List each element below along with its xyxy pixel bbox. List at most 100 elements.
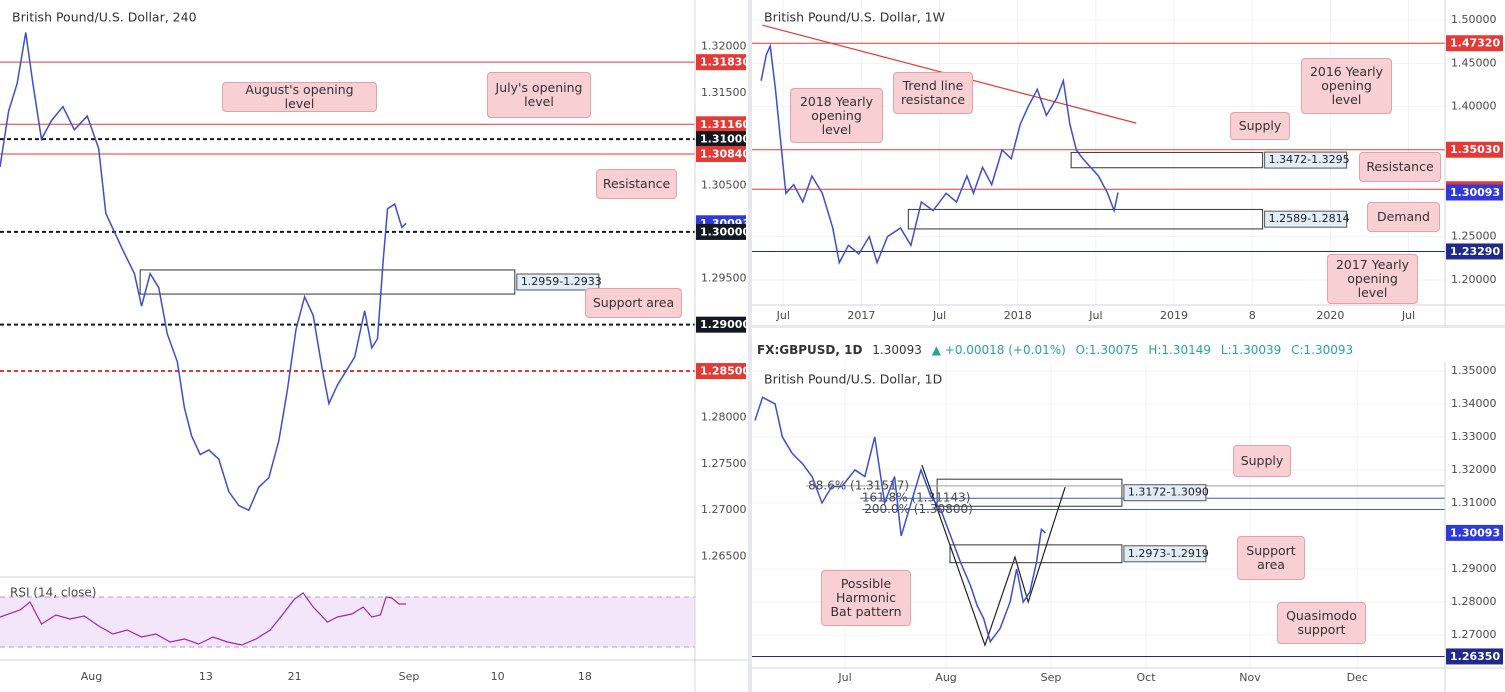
panel-divider [748,0,752,692]
x-tick-label: 2020 [1316,309,1344,322]
price-tag [1446,648,1503,665]
zone [907,208,1264,230]
fib-label: 88.6% (1.31517) [808,478,909,492]
callout: 2016 Yearly opening level [1301,58,1392,114]
y-tick-label: 1.31000 [1451,496,1497,509]
chart-panel: 1.50000 1.45000 1.40000 1.25000 1.20000 1.473… [752,0,1505,325]
price-axis [1445,0,1505,325]
callout: August's opening level [222,82,377,112]
price-tag [696,363,746,380]
x-tick-label: 2017 [847,309,875,322]
x-tick-label: 18 [578,670,592,683]
zone [936,478,1123,507]
callout: Trend line resistance [893,72,973,114]
x-tick-label: 10 [491,670,505,683]
zone-label-box [516,273,600,291]
price-tag-label: 1.23290 [1450,245,1500,258]
symbol: FX:GBPUSD, 1D [757,343,863,357]
zone-label: 1.2959-1.2933 [521,275,602,288]
zone-label: 1.2589-1.2814 [1269,212,1350,225]
y-tick-label: 1.29500 [701,271,747,284]
high: H:1.30149 [1148,343,1212,357]
price-tag-label: 1.28500 [700,365,748,378]
open: O:1.30075 [1075,343,1139,357]
x-tick-label: 2019 [1160,309,1188,322]
price-tag [1446,243,1503,260]
price-tag-label: 1.30840 [700,147,748,160]
y-tick-label: 1.27000 [1451,628,1497,641]
y-tick-label: 1.33000 [1451,430,1497,443]
price-tag-label: 1.29000 [700,318,748,331]
close: C:1.30093 [1291,343,1354,357]
y-tick-label: 1.20000 [1451,273,1497,286]
price-line [760,43,1119,265]
chart-title: British Pound/U.S. Dollar, 240 [12,10,197,25]
chart-panel: 88.6% (1.31517)161.8% (1.31143)200.0% (1… [752,362,1505,692]
callout: Quasimodo support [1277,602,1366,644]
x-tick-label: 21 [288,670,302,683]
price-tag [1446,141,1503,158]
x-tick-label: Jul [776,309,790,322]
callout: Demand [1367,202,1440,232]
zone [139,269,516,295]
price-tag-label: 1.31160 [700,118,748,131]
y-tick-label: 1.31500 [701,86,747,99]
price-tag-label: 1.26350 [1450,650,1500,663]
y-tick-label: 1.35000 [1451,364,1497,377]
price-tag [1446,184,1503,201]
callout: Resistance [596,169,677,199]
zone-label-box [1123,545,1207,563]
callout: Supply [1233,445,1291,477]
y-tick-label: 1.25000 [1451,230,1497,243]
zone-label-box [1264,151,1348,169]
callout: Resistance [1359,152,1441,182]
x-tick-label: Sep [399,670,420,683]
y-tick-label: 1.28000 [701,410,747,423]
rsi-line [0,592,407,646]
zone-label: 1.3472-1.3295 [1269,153,1350,166]
x-tick-label: Aug [81,670,102,683]
callout: Support area [585,288,682,318]
zone [949,544,1123,564]
price-tag-label: 1.30093 [1450,186,1500,199]
price-tag [696,131,746,148]
quote-bar: FX:GBPUSD, 1D 1.30093 ▲ +0.00018 (+0.01%… [757,343,1359,357]
x-tick-label: Nov [1239,671,1261,684]
callout: Possible Harmonic Bat pattern [821,570,911,626]
y-tick-label: 1.34000 [1451,397,1497,410]
fib-label: 200.0% (1.30800) [864,502,973,516]
y-tick-label: 1.40000 [1451,100,1497,113]
callout: 2017 Yearly opening level [1327,254,1418,304]
callout: Support area [1237,536,1305,580]
y-tick-label: 1.28000 [1451,595,1497,608]
rsi-band [0,597,695,647]
harmonic-pattern [921,464,1066,648]
price-tag [696,145,746,162]
y-tick-label: 1.29000 [1451,562,1497,575]
chart-title: British Pound/U.S. Dollar, 1D [764,372,942,387]
zone-label: 1.3172-1.3090 [1128,486,1209,499]
low: L:1.30039 [1220,343,1282,357]
zone-label-box [1264,210,1348,228]
price-tag [696,223,746,240]
price-tag [1446,524,1503,541]
zone-label: 1.2973-1.2919 [1128,547,1209,560]
price-tag-label: 1.31000 [700,133,748,146]
fib-label: 161.8% (1.31143) [862,491,971,505]
price-tag-label: 1.47320 [1450,37,1500,50]
y-tick-label: 1.32000 [701,39,747,52]
chart-title: British Pound/U.S. Dollar, 1W [764,10,945,25]
price-tag-label: 1.31830 [700,56,748,69]
last-price: 1.30093 [872,343,922,357]
y-tick-label: 1.27000 [701,503,747,516]
zone-label-box [1123,484,1207,502]
price-line [754,396,1046,644]
price-tag [696,54,746,71]
price-tag [696,116,746,133]
panel-divider [752,325,1505,362]
x-tick-label: Jul [1401,309,1415,322]
chart-panel: RSI (14, close)75.000050.000025.00001.32… [0,0,748,692]
x-tick-label: Dec [1347,671,1368,684]
y-tick-label: 1.26500 [701,550,747,563]
